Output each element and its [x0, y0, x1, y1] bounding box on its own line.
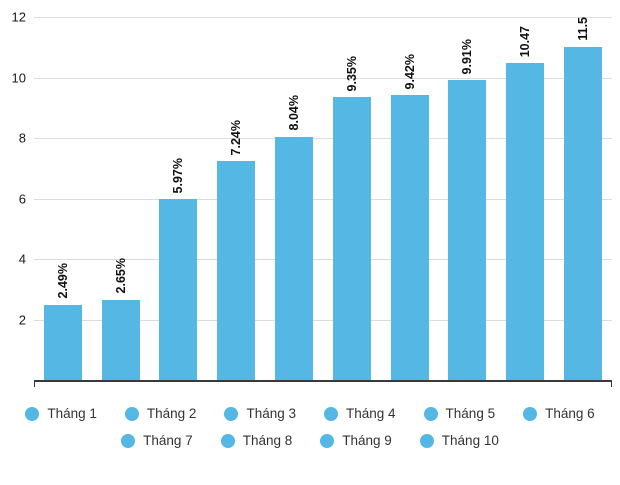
legend-label: Tháng 8	[242, 433, 293, 448]
bar-value-label: 9.91%	[460, 38, 475, 75]
legend-label: Tháng 5	[445, 406, 496, 421]
gridline	[34, 259, 612, 260]
y-tick-label: 6	[18, 191, 26, 206]
bar	[217, 161, 256, 380]
bar	[390, 95, 429, 380]
bar	[101, 299, 140, 380]
legend-item[interactable]: Tháng 1	[25, 406, 97, 421]
chart-legend: Tháng 1 Tháng 2 Tháng 3 Tháng 4 Tháng 5 Tháng…	[0, 406, 620, 448]
y-tick-label: 10	[11, 70, 26, 85]
legend-row: Tháng 1 Tháng 2 Tháng 3 Tháng 4 Tháng 5 Tháng…	[25, 406, 595, 421]
gridline	[34, 319, 612, 321]
legend-label: Tháng 4	[346, 406, 396, 421]
legend-dot-icon	[25, 406, 40, 421]
bar-value-label: 9.42%	[402, 53, 417, 90]
bar-cell: 5.97%	[150, 17, 208, 380]
bar-cell: 2.49%	[34, 17, 92, 380]
gridline	[34, 17, 612, 18]
legend-dot-icon	[419, 433, 434, 448]
y-axis: 2 4 6 8 10 12	[0, 10, 30, 380]
bar-value-label: 7.24%	[229, 119, 244, 155]
bar-cell: 7.24%	[207, 17, 265, 380]
gridline	[34, 198, 612, 200]
legend-dot-icon	[523, 406, 538, 421]
bar	[275, 136, 314, 380]
legend-label: Tháng 6	[545, 406, 595, 421]
y-tick-label: 8	[18, 130, 26, 146]
legend-dot-icon	[124, 406, 139, 421]
bar-value-label: 2.49%	[55, 263, 70, 299]
legend-item[interactable]: Tháng 7	[121, 433, 193, 448]
legend-item[interactable]: Tháng 6	[523, 406, 595, 421]
bar-cell: 11.5	[554, 17, 612, 380]
legend-label: Tháng 7	[143, 433, 193, 448]
bar-value-label: 10.47	[518, 26, 533, 58]
x-axis-tick	[611, 382, 612, 387]
bar-value-label: 2.65%	[113, 258, 128, 294]
bar	[564, 46, 603, 380]
bar-value-label: 8.04%	[287, 95, 302, 131]
legend-dot-icon	[220, 433, 235, 448]
legend-item[interactable]: Tháng 9	[320, 433, 392, 448]
bar-value-label: 5.97%	[171, 157, 186, 194]
legend-label: Tháng 3	[246, 406, 296, 421]
bar-value-label: 11.5	[576, 17, 591, 41]
legend-dot-icon	[121, 433, 136, 448]
bar-value-label: 9.35%	[344, 55, 359, 92]
bar	[159, 199, 198, 380]
bar-cell: 8.04%	[265, 17, 323, 380]
legend-label: Tháng 10	[441, 433, 499, 448]
legend-item[interactable]: Tháng 2	[124, 406, 197, 421]
legend-item[interactable]: Tháng 10	[419, 433, 499, 448]
gridline	[34, 77, 612, 79]
legend-dot-icon	[324, 406, 338, 421]
legend-dot-icon	[423, 406, 438, 421]
bar	[332, 97, 371, 380]
bar-cell: 9.42%	[381, 17, 439, 380]
bar	[43, 304, 82, 380]
plot-area: 2.49% 2.65% 5.97% 7.24% 8.04% 9.35% 9.42% 9.91%…	[34, 17, 612, 387]
legend-dot-icon	[320, 433, 335, 448]
gridline	[34, 138, 612, 139]
legend-dot-icon	[224, 406, 239, 421]
bars-group: 2.49% 2.65% 5.97% 7.24% 8.04% 9.35% 9.42% 9.91%…	[34, 17, 612, 380]
legend-item[interactable]: Tháng 4	[324, 406, 396, 421]
bar-cell: 9.35%	[323, 17, 381, 380]
bar-cell: 10.47	[496, 17, 554, 380]
legend-row: Tháng 7 Tháng 8 Tháng 9 Tháng 10	[121, 433, 499, 448]
x-axis-tick	[34, 382, 35, 387]
legend-item[interactable]: Tháng 3	[224, 406, 296, 421]
bar-cell: 9.91%	[439, 17, 497, 380]
legend-item[interactable]: Tháng 5	[423, 406, 496, 421]
bar	[506, 63, 545, 380]
y-tick-label: 2	[18, 312, 26, 327]
bar	[448, 80, 487, 380]
legend-item[interactable]: Tháng 8	[220, 433, 293, 448]
y-tick-label: 4	[18, 251, 26, 267]
legend-label: Tháng 9	[342, 433, 392, 448]
y-tick-label: 12	[11, 9, 26, 25]
legend-label: Tháng 2	[146, 406, 197, 421]
bar-cell: 2.65%	[92, 17, 150, 380]
legend-label: Tháng 1	[47, 406, 97, 421]
